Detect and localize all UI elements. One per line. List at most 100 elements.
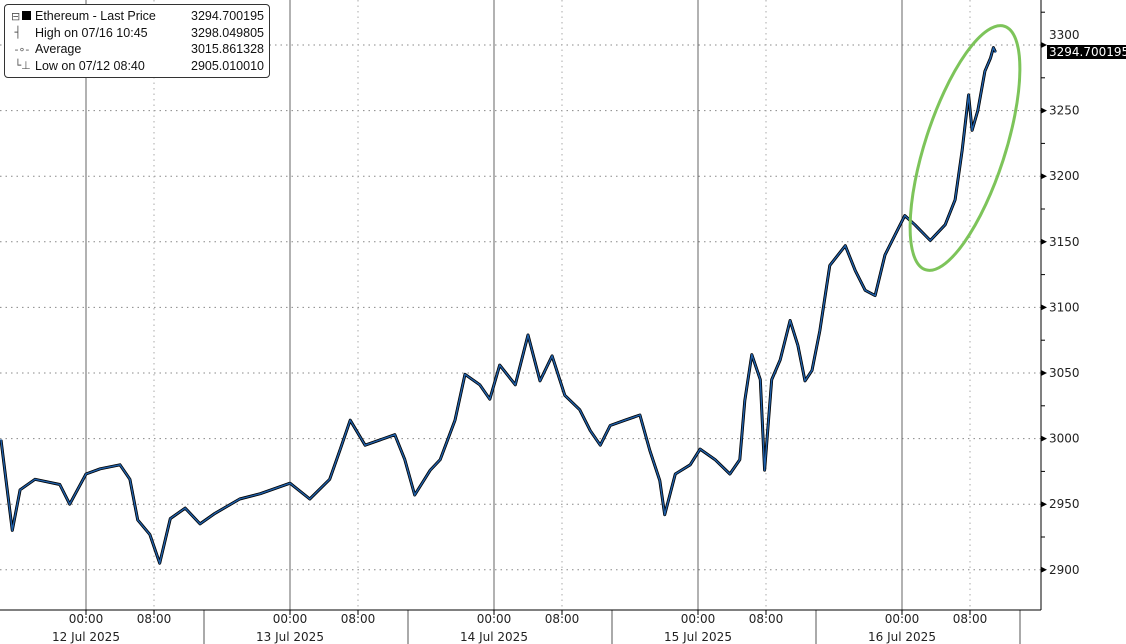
data-point: [364, 444, 366, 446]
y-tick-label: 3200: [1049, 169, 1080, 183]
data-point: [439, 458, 441, 461]
data-point: [464, 373, 466, 376]
data-point: [99, 467, 101, 470]
data-point: [599, 444, 602, 446]
data-point: [498, 364, 501, 366]
data-point: [894, 234, 896, 237]
data-point: [929, 239, 932, 242]
legend-value: 3294.700195: [191, 9, 264, 24]
data-point: [578, 408, 581, 411]
data-point: [589, 429, 592, 432]
legend-value: 3298.049805: [191, 25, 264, 40]
data-point: [819, 330, 821, 332]
data-point: [403, 458, 406, 461]
data-point: [729, 473, 731, 475]
data-point: [789, 319, 791, 322]
data-point: [184, 507, 186, 509]
data-point: [34, 478, 36, 481]
data-point: [0, 439, 2, 441]
low-marker-icon: └⊥: [11, 59, 31, 73]
x-tick-label: 00:00: [681, 612, 716, 626]
legend-row-last-price: ⊟ Ethereum - Last Price 3294.700195: [11, 8, 269, 25]
data-point: [967, 94, 970, 96]
square-icon: ⊟: [11, 10, 35, 23]
data-point: [379, 439, 381, 441]
legend-row-high: ┤ High on 07/16 10:45 3298.049805: [11, 25, 269, 42]
data-point: [158, 562, 161, 565]
data-point: [328, 478, 331, 481]
x-tick-label: 00:00: [69, 612, 104, 626]
data-point: [551, 355, 553, 357]
legend-value: 2905.010010: [191, 58, 264, 73]
y-tick-mark: [1041, 304, 1047, 311]
data-point: [199, 523, 201, 525]
x-date-label: 16 Jul 2025: [868, 630, 936, 644]
high-marker-icon: ┤: [11, 26, 22, 40]
y-tick-label: 3100: [1049, 300, 1080, 314]
data-point: [514, 384, 517, 386]
y-tick-mark: [1041, 238, 1047, 245]
y-tick-label: 2900: [1049, 563, 1080, 577]
highlight-ellipse: [908, 24, 1022, 272]
data-point: [19, 488, 21, 491]
series-line-edge: [0, 46, 997, 565]
x-tick-label: 08:00: [953, 612, 988, 626]
data-point: [564, 394, 566, 397]
data-point: [539, 380, 541, 382]
y-tick-mark: [1041, 566, 1047, 573]
data-point: [119, 464, 121, 466]
data-point: [844, 244, 847, 247]
data-point: [961, 149, 964, 151]
data-point: [751, 353, 753, 356]
y-tick-mark: [1041, 173, 1047, 180]
data-point: [944, 223, 947, 226]
data-point: [663, 513, 666, 516]
y-tick-mark: [1041, 501, 1047, 508]
x-tick-label: 08:00: [341, 612, 376, 626]
y-tick-label: 3250: [1049, 104, 1080, 118]
data-point: [913, 223, 916, 226]
data-point: [763, 469, 766, 471]
series: [0, 46, 997, 565]
data-point: [479, 384, 481, 386]
data-point: [854, 269, 857, 272]
legend-value: 3015.861328: [191, 42, 264, 57]
data-point: [527, 334, 529, 336]
x-date-label: 13 Jul 2025: [256, 630, 324, 644]
data-point: [136, 519, 139, 521]
y-tick-mark: [1041, 42, 1047, 48]
axes: 2900 2950 3000 3050 3100 3150 3200 3250 3300 00:0…: [0, 0, 1080, 644]
y-tick-label: 2950: [1049, 497, 1080, 511]
data-point: [148, 533, 151, 536]
x-tick-label: 08:00: [137, 612, 172, 626]
x-tick-label: 00:00: [477, 612, 512, 626]
last-price-tag: 3294.700195: [1047, 45, 1126, 59]
legend: ⊟ Ethereum - Last Price 3294.700195 ┤ Hi…: [4, 4, 270, 78]
data-point: [413, 494, 416, 496]
x-tick-label: 08:00: [545, 612, 580, 626]
y-tick-label: 3300: [1049, 28, 1080, 42]
grid: [0, 0, 1041, 610]
data-point: [804, 380, 806, 382]
data-point: [169, 517, 172, 520]
data-point: [339, 448, 342, 450]
data-point: [738, 458, 741, 461]
data-point: [394, 433, 396, 436]
data-point: [429, 469, 432, 471]
data-point: [828, 264, 831, 267]
data-point: [884, 254, 886, 256]
x-tick-label: 00:00: [885, 612, 920, 626]
data-point: [984, 70, 986, 73]
data-point: [699, 448, 701, 450]
data-point: [289, 482, 291, 485]
data-point: [454, 419, 456, 422]
data-point: [759, 378, 762, 381]
legend-row-average: -∘- Average 3015.861328: [11, 41, 269, 58]
x-date-label: 15 Jul 2025: [664, 630, 732, 644]
data-point: [658, 479, 661, 482]
data-point: [349, 419, 352, 422]
data-point: [797, 344, 799, 347]
data-point: [743, 399, 746, 402]
data-point: [779, 359, 781, 361]
y-tick-mark: [1041, 370, 1047, 376]
